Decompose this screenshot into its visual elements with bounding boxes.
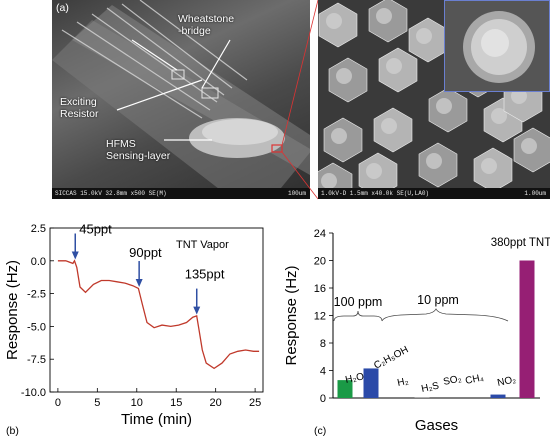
panel-c-label: (c) xyxy=(314,425,326,437)
y-tick-label-c: 20 xyxy=(314,256,326,268)
crystal-highlight xyxy=(481,158,497,174)
x-tick-label-b: 20 xyxy=(210,397,222,409)
crystal-highlight xyxy=(436,98,452,114)
y-tick-label-c: 12 xyxy=(314,311,326,323)
crystal-highlight xyxy=(376,8,392,24)
crystal-highlight xyxy=(511,88,527,104)
y-tick-label-c: 4 xyxy=(320,366,326,378)
dose-label: 45ppt xyxy=(79,221,112,236)
gas-category-label: H₂O xyxy=(344,371,365,386)
x-tick-label-b: 25 xyxy=(249,397,261,409)
y-tick-label-b: -7.5 xyxy=(27,354,46,366)
plot-frame-b xyxy=(49,227,264,393)
crystal-highlight xyxy=(331,128,347,144)
dose-label: 90ppt xyxy=(129,245,162,260)
y-tick-label-c: 0 xyxy=(320,393,326,405)
crystal-highlight xyxy=(366,163,382,179)
x-tick-label-b: 0 xyxy=(55,397,61,409)
brace-100ppm xyxy=(333,310,383,322)
y-tick-label-c: 8 xyxy=(320,338,326,350)
response-time-chart: 2.5 0.0 -2.5 -5.0 -7.5 -10.0 0 5 10 15 20 25 Time (m… xyxy=(4,221,264,437)
gas-bar xyxy=(363,368,379,398)
crystal-highlight xyxy=(321,173,337,189)
group-label-10ppm: 10 ppm xyxy=(417,293,459,307)
y-tick-label-b: 0.0 xyxy=(31,256,46,268)
gas-category-label: C₂H₅OH xyxy=(372,344,410,371)
crystal-highlight xyxy=(386,58,402,74)
y-tick-label-c: 16 xyxy=(314,283,326,295)
gas-category-label: CH₄ xyxy=(464,372,484,387)
panel-b-label: (b) xyxy=(6,425,19,437)
y-tick-label-b: -2.5 xyxy=(27,289,46,301)
panel-a-label: (a) xyxy=(56,2,69,14)
x-tick-label-b: 5 xyxy=(94,397,100,409)
gas-bar xyxy=(519,260,535,398)
gas-bar xyxy=(414,397,430,398)
dose-arrowhead xyxy=(193,306,201,315)
crystal-highlight xyxy=(336,68,352,84)
tnt-vapor-label: TNT Vapor xyxy=(176,239,229,251)
crystal-highlight xyxy=(521,138,537,154)
crystal-highlight xyxy=(416,28,432,44)
y-tick-label-b: 2.5 xyxy=(31,223,46,235)
y-axis-label-b: Response (Hz) xyxy=(4,260,21,360)
gas-category-label: NO₂ xyxy=(496,374,517,389)
gas-category-label: H₂S xyxy=(420,380,440,395)
gas-bar xyxy=(337,380,353,398)
sem-image-cantilever: Wheatstone -bridge Exciting Resistor HFM… xyxy=(52,0,310,199)
gas-selectivity-chart: 0 4 8 12 16 20 24 H₂O C₂H₅OH H₂ H₂S SO₂ CH₄ NO₂ Gases R… xyxy=(283,228,550,437)
x-axis-label-c: Gases xyxy=(415,417,458,434)
brace-10ppm xyxy=(381,308,509,322)
x-tick-label-b: 10 xyxy=(131,397,143,409)
response-trace xyxy=(57,259,260,370)
y-axis-label-c: Response (Hz) xyxy=(283,265,300,365)
dose-arrowhead xyxy=(135,279,143,288)
hfms-label: HFMS Sensing-layer xyxy=(106,138,171,162)
wheatstone-label: Wheatstone -bridge xyxy=(178,13,235,37)
y-tick-label-c: 24 xyxy=(314,228,326,240)
dose-arrowhead xyxy=(71,251,79,260)
gas-category-label: H₂ xyxy=(396,376,409,389)
x-axis-label-b: Time (min) xyxy=(121,411,192,428)
group-label-tnt: 380ppt TNT xyxy=(491,237,550,249)
sem-left-info-bar: SICCAS 15.0kV 32.8mm x500 SE(M) 100um xyxy=(52,188,310,199)
sem-right-info-bar: 1.0kV-D 1.5mm x40.0k SE(U,LA0) 1.00um xyxy=(318,188,550,199)
crystal-highlight xyxy=(326,13,342,29)
cantilever-drawing xyxy=(52,0,310,199)
gas-bar xyxy=(490,394,506,398)
y-tick-label-b: -5.0 xyxy=(27,321,46,333)
crystal-highlight xyxy=(381,118,397,134)
group-label-100ppm: 100 ppm xyxy=(334,295,383,309)
crystal-highlight xyxy=(426,153,442,169)
sem-image-zoom: 1.0kV-D 1.5mm x40.0k SE(U,LA0) 1.00um xyxy=(318,0,550,199)
x-tick-label-b: 15 xyxy=(170,397,182,409)
zoom-connector xyxy=(281,0,319,200)
y-tick-label-b: -10.0 xyxy=(21,387,46,399)
gas-category-label: SO₂ xyxy=(442,373,462,388)
crystal-highlight xyxy=(491,108,507,124)
zoom-inset xyxy=(444,0,550,92)
dose-label: 135ppt xyxy=(185,267,225,282)
resistor-label: Exciting Resistor xyxy=(60,96,99,120)
